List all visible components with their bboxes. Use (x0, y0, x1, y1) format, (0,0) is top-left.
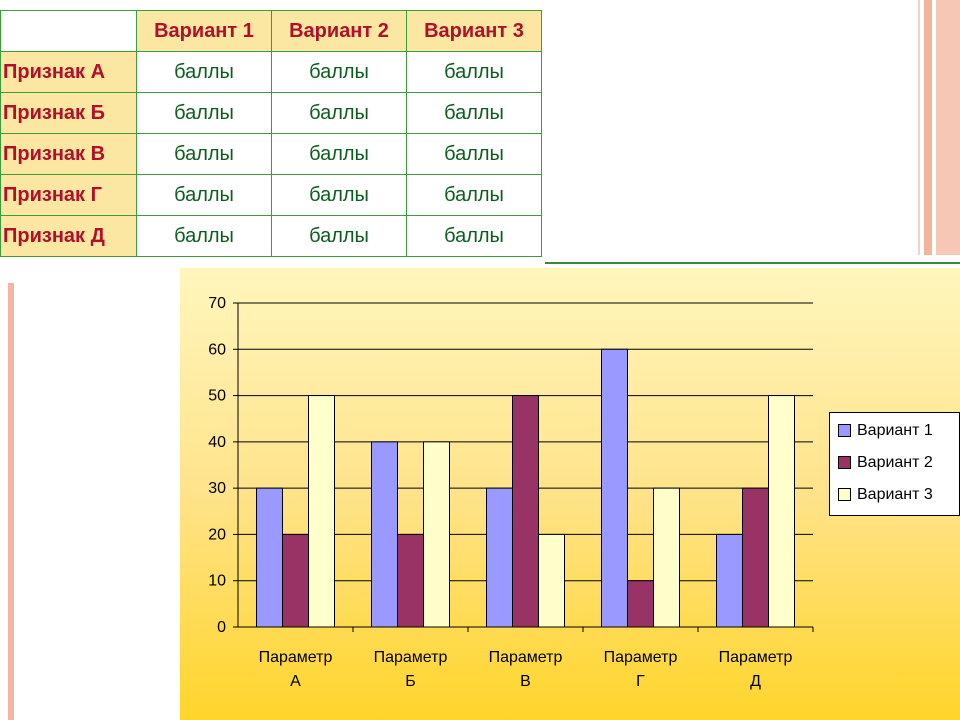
table-cell: баллы (271, 92, 407, 134)
right-accent-inner-bar (924, 0, 932, 255)
legend-label: Вариант 2 (857, 454, 933, 471)
legend-item: Вариант 1 (838, 422, 933, 444)
scores-table: Вариант 1 Вариант 2 Вариант 3 Признак А … (0, 10, 542, 257)
table-row: Признак А баллы баллы баллы (0, 51, 542, 93)
table-cell: баллы (406, 51, 542, 93)
right-accent-line (918, 0, 920, 255)
bar (538, 533, 565, 628)
table-cell: баллы (136, 133, 272, 175)
divider-line (545, 262, 960, 264)
table-row: Признак Б баллы баллы баллы (0, 92, 542, 134)
legend-swatch (838, 424, 851, 438)
x-tick-label: Д (750, 673, 761, 690)
table-row: Признак Г баллы баллы баллы (0, 174, 542, 216)
row-header: Признак Б (0, 92, 137, 134)
chart-legend: Вариант 1 Вариант 2 Вариант 3 (829, 412, 960, 516)
y-tick-label: 70 (208, 295, 226, 312)
table-row: Признак Д баллы баллы баллы (0, 215, 542, 257)
bar (512, 395, 539, 628)
row-header: Признак В (0, 133, 137, 175)
bar (653, 487, 680, 628)
table-cell: баллы (136, 215, 272, 257)
legend-item: Вариант 3 (838, 486, 933, 508)
y-tick-label: 40 (208, 434, 226, 451)
legend-swatch (838, 488, 851, 502)
bar (486, 487, 513, 628)
legend-label: Вариант 1 (857, 422, 933, 439)
table-cell: баллы (406, 174, 542, 216)
bar (397, 533, 424, 628)
table-row: Признак В баллы баллы баллы (0, 133, 542, 175)
x-tick-label: А (290, 673, 301, 690)
x-tick-label: Г (636, 673, 645, 690)
bar (716, 533, 743, 628)
table-cell: баллы (136, 174, 272, 216)
right-accent-outer-bar (936, 0, 960, 255)
y-tick-label: 0 (217, 619, 226, 636)
table-cell: баллы (271, 133, 407, 175)
bar (371, 441, 398, 628)
y-tick-label: 30 (208, 480, 226, 497)
x-tick-label: Параметр (489, 649, 563, 666)
x-tick-label: В (520, 673, 531, 690)
legend-item: Вариант 2 (838, 454, 933, 476)
bar (627, 580, 654, 628)
x-tick-label: Параметр (259, 649, 333, 666)
table-cell: баллы (271, 51, 407, 93)
bar (768, 395, 795, 628)
y-tick-label: 50 (208, 388, 226, 405)
legend-label: Вариант 3 (857, 486, 933, 503)
y-tick-label: 60 (208, 341, 226, 358)
table-cell: баллы (136, 92, 272, 134)
x-tick-label: Параметр (719, 649, 793, 666)
table-cell: баллы (271, 215, 407, 257)
bar (742, 487, 769, 628)
bar (256, 487, 283, 628)
table-cell: баллы (271, 174, 407, 216)
legend-swatch (838, 456, 851, 470)
table-cell: баллы (406, 215, 542, 257)
bar (282, 533, 309, 628)
left-accent-bar (8, 283, 14, 720)
x-tick-label: Параметр (374, 649, 448, 666)
x-tick-label: Параметр (604, 649, 678, 666)
y-tick-label: 20 (208, 526, 226, 543)
y-tick-label: 10 (208, 573, 226, 590)
row-header: Признак Д (0, 215, 137, 257)
column-header: Вариант 2 (271, 10, 407, 52)
table-cell: баллы (136, 51, 272, 93)
row-header: Признак Г (0, 174, 137, 216)
table-cell: баллы (406, 92, 542, 134)
bar (423, 441, 450, 628)
bar (601, 348, 628, 628)
row-header: Признак А (0, 51, 137, 93)
x-tick-label: Б (405, 673, 416, 690)
bar (308, 395, 335, 628)
